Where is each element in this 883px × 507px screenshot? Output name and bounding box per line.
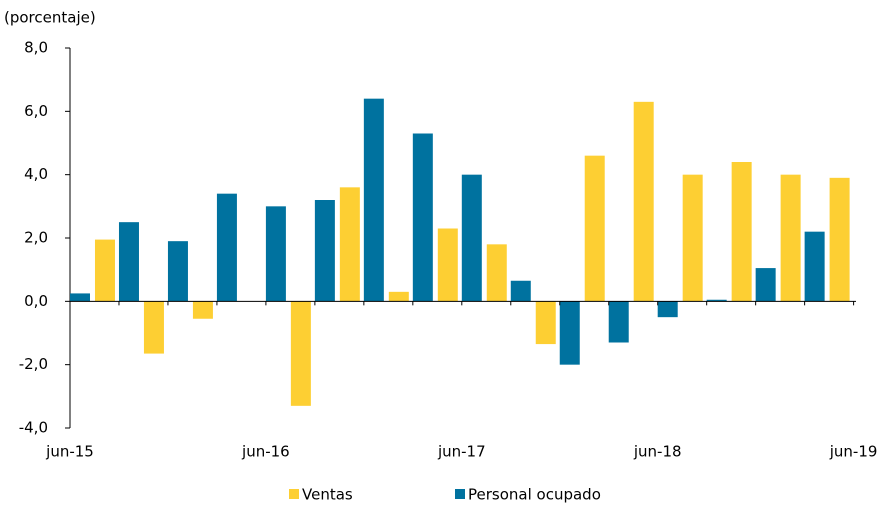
y-tick-label: 4,0 (24, 165, 48, 183)
y-axis-title: (porcentaje) (4, 9, 96, 27)
bar (265, 206, 286, 302)
bar (216, 193, 237, 302)
y-tick-label: -4,0 (19, 419, 48, 437)
bar (755, 268, 776, 302)
bar (559, 301, 580, 365)
bar (314, 200, 335, 302)
bar (143, 301, 164, 354)
x-tick-label: jun-15 (45, 443, 94, 461)
bar (339, 187, 360, 302)
bar (363, 98, 384, 302)
bar (388, 291, 409, 302)
y-tick-label: -2,0 (19, 355, 48, 373)
bar (780, 174, 801, 302)
x-tick-label: jun-16 (241, 443, 290, 461)
bar (510, 280, 531, 302)
bar (608, 301, 629, 343)
y-tick-label: 2,0 (24, 229, 48, 247)
bar (633, 101, 654, 302)
bar (437, 228, 458, 302)
bar (412, 133, 433, 302)
legend-swatch (289, 489, 299, 499)
bar (657, 301, 678, 318)
x-tick-label: jun-19 (829, 443, 878, 461)
legend-swatch (455, 489, 465, 499)
bar (118, 222, 139, 302)
bar (167, 241, 188, 302)
bar (535, 301, 556, 345)
bar (486, 244, 507, 302)
legend-label: Personal ocupado (468, 486, 601, 504)
bar (94, 239, 115, 302)
bar (584, 155, 605, 302)
bar (829, 177, 850, 302)
bar (461, 174, 482, 302)
bar (731, 162, 752, 302)
bar (70, 293, 90, 302)
bar (804, 231, 825, 302)
bar (192, 301, 213, 319)
x-tick-label: jun-17 (437, 443, 486, 461)
legend-label: Ventas (302, 486, 353, 504)
x-tick-label: jun-18 (633, 443, 682, 461)
bar (290, 301, 311, 406)
y-tick-label: 0,0 (24, 292, 48, 310)
bar (706, 299, 727, 302)
y-tick-label: 6,0 (24, 102, 48, 120)
bar (682, 174, 703, 302)
y-tick-label: 8,0 (24, 39, 48, 57)
